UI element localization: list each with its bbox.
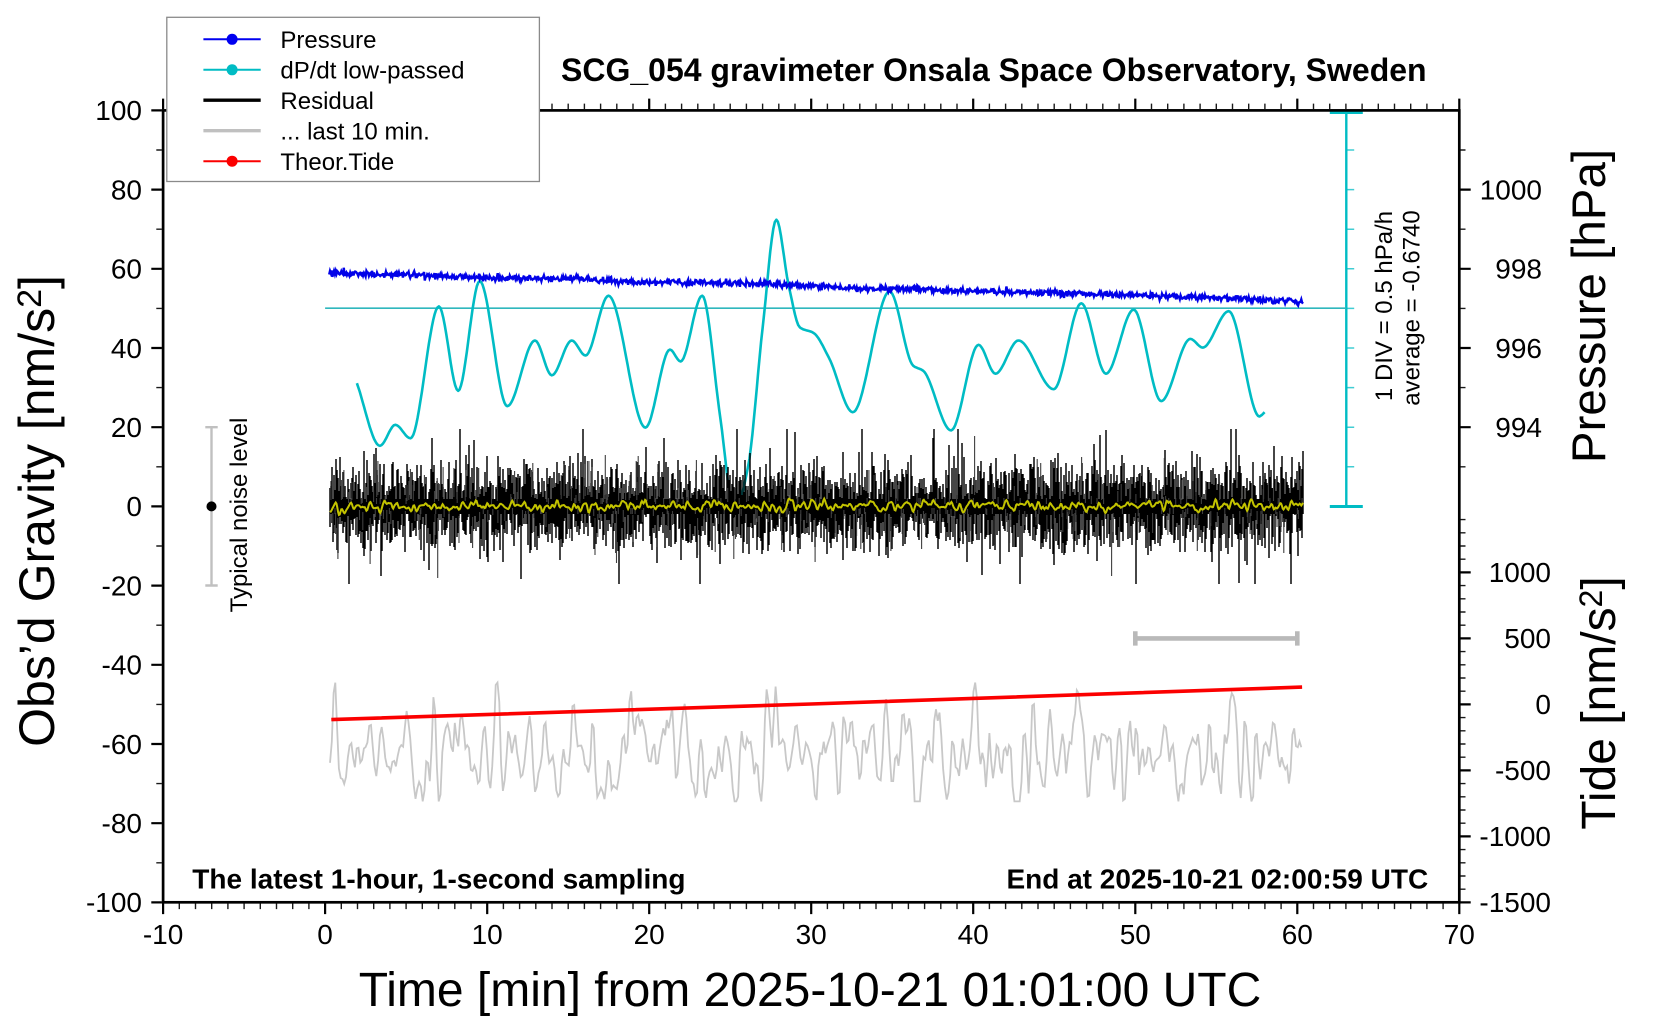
svg-text:998: 998 — [1495, 254, 1542, 285]
svg-text:996: 996 — [1495, 333, 1542, 364]
svg-text:40: 40 — [958, 919, 989, 950]
svg-text:1000: 1000 — [1489, 557, 1551, 588]
svg-text:-100: -100 — [86, 887, 142, 918]
svg-text:-40: -40 — [102, 650, 142, 681]
svg-text:dP/dt low-passed: dP/dt low-passed — [280, 57, 464, 84]
svg-text:60: 60 — [111, 254, 142, 285]
svg-text:70: 70 — [1444, 919, 1475, 950]
svg-text:100: 100 — [95, 95, 142, 126]
svg-text:The latest 1-hour, 1-second sa: The latest 1-hour, 1-second sampling — [192, 863, 685, 894]
svg-text:Obs’d Gravity [nm/s2]: Obs’d Gravity [nm/s2] — [9, 275, 65, 747]
svg-text:-20: -20 — [102, 570, 142, 601]
svg-text:0: 0 — [126, 491, 142, 522]
svg-text:-500: -500 — [1495, 755, 1551, 786]
svg-text:-80: -80 — [102, 808, 142, 839]
svg-text:Tide [nm/s2]: Tide [nm/s2] — [1573, 576, 1626, 829]
svg-text:40: 40 — [111, 333, 142, 364]
svg-text:-60: -60 — [102, 729, 142, 760]
svg-text:... last 10 min.: ... last 10 min. — [280, 118, 429, 145]
svg-text:-1500: -1500 — [1479, 887, 1551, 918]
svg-text:Residual: Residual — [280, 88, 373, 115]
svg-text:-10: -10 — [143, 919, 183, 950]
svg-text:Time [min] from 2025-10-21 01:: Time [min] from 2025-10-21 01:01:00 UTC — [359, 964, 1262, 1017]
svg-text:10: 10 — [472, 919, 503, 950]
svg-text:0: 0 — [317, 919, 333, 950]
svg-text:average = -0.6740: average = -0.6740 — [1399, 210, 1426, 405]
svg-text:60: 60 — [1282, 919, 1313, 950]
svg-text:20: 20 — [111, 412, 142, 443]
svg-text:Pressure: Pressure — [280, 27, 376, 54]
svg-text:0: 0 — [1535, 689, 1551, 720]
svg-text:30: 30 — [796, 919, 827, 950]
svg-text:-1000: -1000 — [1479, 821, 1551, 852]
svg-text:SCG_054 gravimeter Onsala Spac: SCG_054 gravimeter Onsala Space Observat… — [561, 52, 1427, 88]
svg-text:50: 50 — [1120, 919, 1151, 950]
svg-text:Theor.Tide: Theor.Tide — [280, 149, 394, 176]
svg-text:End at 2025-10-21 02:00:59 UTC: End at 2025-10-21 02:00:59 UTC — [1006, 863, 1428, 894]
svg-text:20: 20 — [634, 919, 665, 950]
svg-text:500: 500 — [1504, 623, 1551, 654]
svg-text:Typical noise level: Typical noise level — [226, 418, 253, 613]
svg-text:1000: 1000 — [1480, 174, 1542, 205]
svg-text:Pressure [hPa]: Pressure [hPa] — [1563, 149, 1616, 463]
svg-text:80: 80 — [111, 174, 142, 205]
svg-text:994: 994 — [1495, 412, 1542, 443]
svg-text:1 DIV = 0.5 hPa/h: 1 DIV = 0.5 hPa/h — [1371, 211, 1398, 401]
